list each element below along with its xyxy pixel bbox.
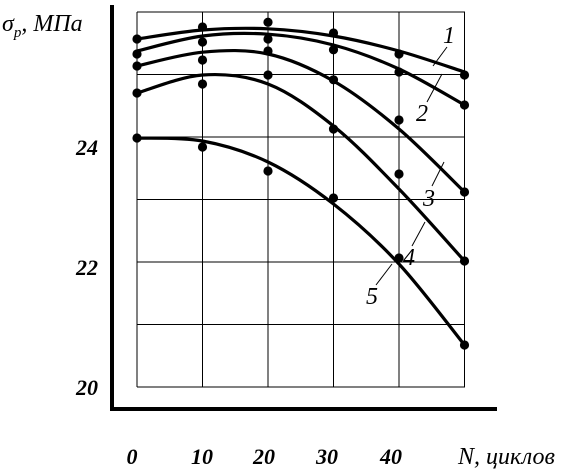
data-points — [132, 17, 470, 350]
curve-label-leaders — [375, 46, 448, 286]
data-point — [459, 70, 470, 80]
data-point — [197, 142, 208, 152]
curve-label-3: 3 — [422, 186, 435, 212]
y-axis-subscript: р — [13, 25, 22, 41]
data-point — [132, 61, 142, 71]
data-point — [197, 22, 208, 32]
data-point — [132, 34, 142, 44]
x-axis-title: N, циклов — [457, 444, 555, 470]
curve-1 — [135, 26, 467, 74]
data-point — [132, 88, 142, 98]
x-tick-label: 0 — [127, 444, 138, 469]
curve-label-leader — [426, 73, 443, 103]
curve-3 — [135, 48, 467, 194]
data-point — [197, 55, 208, 65]
curve-label-4: 4 — [403, 245, 415, 271]
curve-label-leader — [432, 46, 448, 67]
data-point — [459, 187, 470, 197]
curve-4 — [135, 72, 467, 263]
data-point — [394, 169, 404, 179]
tick-labels: 0 10 20 30 40 20 22 24 — [75, 135, 402, 469]
data-point — [394, 115, 404, 125]
curve-label-2: 2 — [416, 101, 428, 127]
x-tick-label: 40 — [379, 444, 402, 469]
data-point — [263, 166, 273, 176]
data-point — [132, 133, 142, 143]
x-tick-label: 20 — [252, 444, 275, 469]
y-tick-label: 20 — [75, 375, 98, 400]
data-point — [328, 45, 339, 55]
y-axis-unit: , МПа — [21, 11, 82, 37]
curve-labels: 1 2 3 45 — [366, 23, 455, 310]
data-point — [328, 75, 339, 85]
data-point — [459, 256, 470, 266]
data-point — [263, 34, 273, 44]
curve-label-leader — [411, 221, 426, 247]
data-point — [459, 340, 470, 350]
y-axis-symbol: σ — [2, 11, 15, 37]
data-point — [394, 67, 404, 77]
data-point — [197, 37, 208, 47]
data-point — [328, 124, 339, 134]
data-point — [197, 79, 208, 89]
y-tick-label: 22 — [75, 255, 98, 280]
data-point — [263, 17, 273, 27]
data-point — [263, 46, 273, 56]
data-point — [394, 253, 404, 263]
axes — [110, 5, 497, 411]
curve-label-1: 1 — [443, 23, 455, 49]
x-tick-label: 10 — [191, 444, 213, 469]
x-tick-label: 30 — [315, 444, 338, 469]
y-tick-label: 24 — [75, 135, 98, 160]
data-point — [459, 100, 470, 110]
data-point — [394, 49, 404, 59]
grid — [136, 11, 465, 388]
data-point — [263, 70, 273, 80]
curve-label-leader — [431, 161, 445, 187]
curve-5 — [135, 136, 467, 347]
data-point — [328, 28, 339, 38]
curve-label-5: 5 — [366, 284, 378, 310]
data-point — [328, 193, 339, 203]
y-axis-title: σр, МПа — [2, 11, 83, 41]
curves — [135, 26, 467, 347]
data-point — [132, 49, 142, 59]
curve-label-leader — [375, 263, 393, 286]
curve-2 — [135, 31, 467, 107]
